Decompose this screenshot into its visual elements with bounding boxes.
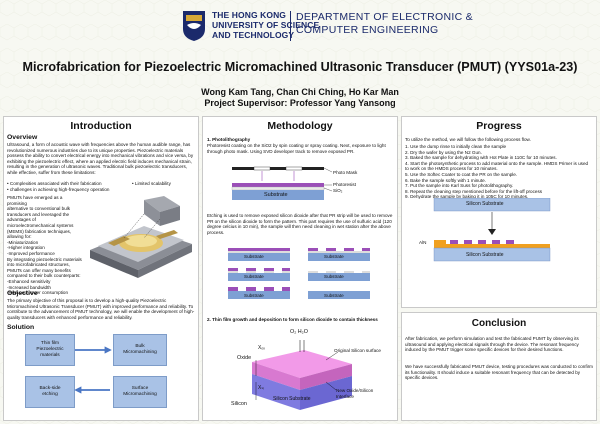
conclusion-p2: We have successfully fabricated PMUT dev… bbox=[405, 364, 594, 381]
label-sio2: SiO₂ bbox=[333, 188, 343, 193]
progress-heading: Progress bbox=[476, 120, 522, 132]
conclusion-column bbox=[401, 312, 597, 421]
photolithography-diagram bbox=[231, 166, 333, 200]
substrate-label-5: Substrate bbox=[244, 293, 264, 298]
overview-text: Ultrasound, a form of acoustic wave with… bbox=[7, 142, 194, 175]
progress-steps: 1. Use the dump rinse to initially clean… bbox=[405, 144, 589, 200]
solution-box-thin-film: Thin film Piezoelectric materials bbox=[25, 334, 75, 366]
hkust-logo-icon bbox=[183, 11, 205, 41]
solution-box-surface: Surface Micromachining bbox=[113, 376, 167, 408]
oxid-gas: O₂ H₂O bbox=[290, 329, 308, 335]
solution-arrows bbox=[74, 346, 112, 394]
department-name: DEPARTMENT OF ELECTRONIC & COMPUTER ENGI… bbox=[296, 11, 473, 36]
substrate-label-6: Substrate bbox=[324, 293, 344, 298]
header-divider bbox=[290, 11, 291, 41]
limit-3: • challenges in achieving high-frequency… bbox=[7, 187, 110, 192]
progress-substrate-1: Silicon Substrate bbox=[466, 201, 504, 207]
conclusion-p1: After fabrication, we perform simulation… bbox=[405, 336, 579, 353]
pmut-device-illustration bbox=[90, 196, 192, 278]
limit-2: • Limited scalability bbox=[132, 181, 171, 186]
poster-title: Microfabrication for Piezoelectric Micro… bbox=[22, 60, 578, 74]
progress-aln: AlN bbox=[419, 240, 427, 245]
label-photoresist: Photoresist bbox=[333, 182, 356, 187]
step1-text: Photoresist coating on the SiO2 by spin … bbox=[207, 143, 386, 154]
step1-title: 1. Photolithography bbox=[207, 137, 251, 142]
progress-intro: To utilize the method, we will follow th… bbox=[405, 137, 531, 142]
oxid-silicon: Silicon bbox=[231, 401, 247, 407]
intro-column bbox=[3, 116, 199, 421]
progress-substrate-2: Silicon Substrate bbox=[466, 252, 504, 258]
substrate-label-2: Substrate bbox=[324, 254, 344, 259]
university-name: THE HONG KONG UNIVERSITY OF SCIENCE AND … bbox=[212, 10, 320, 40]
method-heading: Methodology bbox=[267, 120, 333, 132]
progress-diagram bbox=[433, 198, 551, 262]
oxid-oxide: Oxide bbox=[237, 355, 252, 361]
substrate-label-3: Substrate bbox=[244, 274, 264, 279]
solution-box-bulk: Bulk Micromachining bbox=[113, 334, 167, 366]
oxid-interface: New Oxide/Silicon Interface bbox=[336, 388, 374, 399]
step2-title: 2. Thin film growth and deposition to fo… bbox=[207, 317, 378, 322]
label-photo-mask: Photo Mask bbox=[333, 170, 358, 175]
limit-1: • Complexities associated with their fab… bbox=[7, 181, 102, 186]
oxid-substrate: Silicon Substrate bbox=[273, 396, 311, 402]
authors: Wong Kam Tang, Chan Chi Ching, Ho Kar Ma… bbox=[201, 87, 399, 97]
etch-sequence-diagram bbox=[228, 248, 370, 299]
objective-text: The primary objective of this proposal i… bbox=[7, 298, 195, 320]
oxid-surface: Original Silicon surface bbox=[334, 348, 381, 353]
solution-box-backside: Back-side etching bbox=[25, 376, 75, 408]
pmut-benefits-text: PMUTs have emerged as a promising alterna… bbox=[7, 195, 82, 296]
substrate-label-1: Substrate bbox=[244, 254, 264, 259]
objective-heading: Objective bbox=[7, 290, 38, 297]
oxid-xox: Xₒₓ bbox=[258, 345, 265, 351]
intro-heading: Introduction bbox=[70, 120, 132, 132]
substrate-label-4: Substrate bbox=[324, 274, 344, 279]
conclusion-heading: Conclusion bbox=[471, 318, 527, 329]
oxidation-diagram bbox=[252, 340, 352, 410]
overview-heading: Overview bbox=[7, 134, 38, 141]
oxid-xsi: Xₛᵢ bbox=[258, 385, 264, 391]
authors-block: Wong Kam Tang, Chan Chi Ching, Ho Kar Ma… bbox=[0, 87, 600, 109]
solution-heading: Solution bbox=[7, 324, 35, 331]
header: THE HONG KONG UNIVERSITY OF SCIENCE AND … bbox=[0, 0, 600, 52]
supervisor: Project Supervisor: Professor Yang Yanso… bbox=[204, 98, 396, 108]
etching-text: Etching is used to remove exposed silico… bbox=[207, 213, 393, 235]
label-substrate-main: Substrate bbox=[264, 192, 288, 198]
progress-column bbox=[401, 116, 597, 308]
